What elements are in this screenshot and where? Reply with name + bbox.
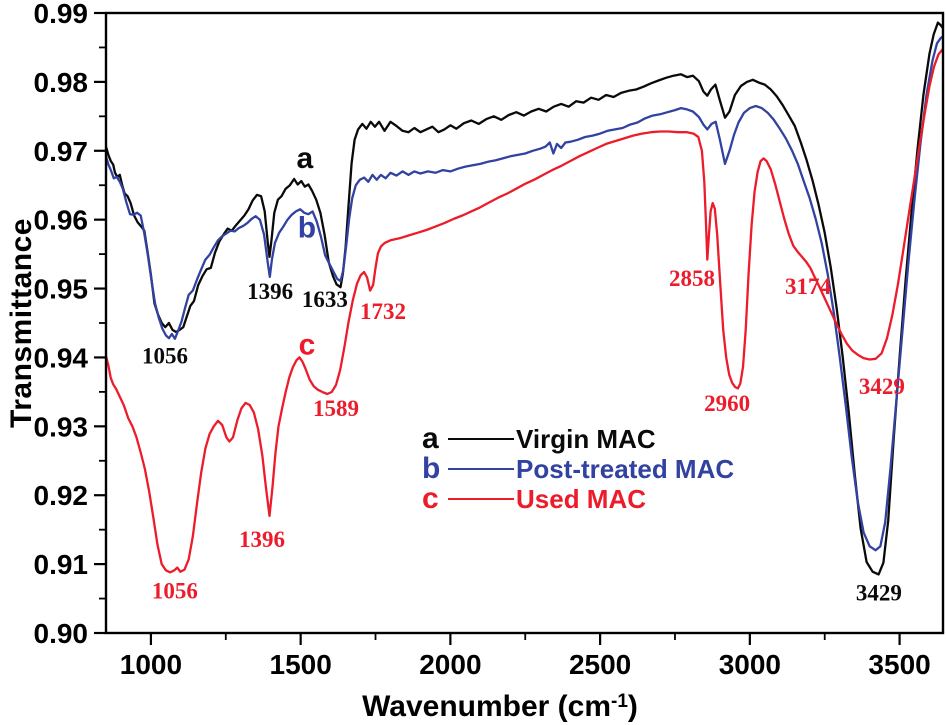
legend-label-virgin-mac: Virgin MAC — [516, 424, 656, 454]
peak-label-1056: 1056 — [152, 579, 198, 604]
legend-letter-c: c — [422, 482, 439, 515]
y-tick-label: 0.93 — [34, 411, 89, 442]
peak-label-3429: 3429 — [856, 581, 902, 606]
x-tick-label: 1000 — [120, 649, 182, 680]
axis-ticks — [94, 11, 901, 645]
y-tick-label: 0.98 — [34, 67, 89, 98]
legend: a Virgin MAC b Post-treated MAC c Used M… — [422, 422, 735, 515]
x-axis-title: Wavenumber (cm-1) — [362, 690, 638, 724]
y-tick-label: 0.91 — [34, 549, 89, 580]
legend-label-post-treated-mac: Post-treated MAC — [516, 454, 735, 484]
y-tick-label: 0.96 — [34, 205, 89, 236]
curve-b-post-treated-mac — [106, 35, 943, 552]
peak-label-1589: 1589 — [313, 396, 359, 421]
x-axis-title-text: Wavenumber (cm — [362, 690, 612, 723]
legend-line-sample-a — [448, 438, 514, 440]
peak-label-1633: 1633 — [302, 287, 348, 312]
x-tick-label: 2500 — [569, 649, 631, 680]
x-axis-title-superscript: -1 — [611, 691, 628, 712]
peak-label-1732: 1732 — [360, 299, 406, 324]
x-axis-title-close: ) — [627, 690, 638, 723]
curve-letter-b: b — [298, 212, 316, 245]
x-tick-label: 1500 — [270, 649, 332, 680]
legend-row-used-mac: c Used MAC — [422, 482, 734, 515]
legend-label-used-mac: Used MAC — [516, 484, 647, 514]
peak-label-3429: 3429 — [859, 374, 905, 399]
x-tick-label: 2000 — [419, 649, 481, 680]
peak-label-3174: 3174 — [785, 274, 832, 299]
peak-label-2858: 2858 — [669, 266, 715, 291]
legend-letter-b: b — [422, 452, 441, 485]
y-tick-label: 0.94 — [34, 342, 89, 373]
curve-letter-c: c — [299, 329, 316, 362]
peak-label-1396: 1396 — [239, 527, 285, 552]
y-tick-label: 0.90 — [34, 618, 89, 649]
legend-line-sample-c — [448, 498, 514, 500]
axis-tick-labels: 1000 1500 2000 2500 3000 3500 0.90 0.91 0.92 0.93… — [34, 0, 931, 680]
plot-border — [104, 11, 945, 635]
x-tick-label: 3000 — [719, 649, 781, 680]
legend-row-post-treated-mac: b Post-treated MAC — [422, 452, 735, 485]
y-tick-label: 0.95 — [34, 274, 89, 305]
legend-line-sample-b — [448, 468, 514, 470]
y-tick-label: 0.99 — [34, 0, 89, 29]
y-axis-title: Transmittance — [5, 218, 38, 428]
y-tick-label: 0.92 — [34, 480, 89, 511]
x-tick-label: 3500 — [868, 649, 930, 680]
peak-label-1056: 1056 — [142, 344, 188, 369]
y-tick-label: 0.97 — [34, 136, 89, 167]
legend-row-virgin-mac: a Virgin MAC — [422, 422, 734, 455]
spectra-curves — [106, 21, 943, 576]
curve-c-used-mac — [106, 47, 943, 574]
legend-letter-a: a — [422, 422, 439, 455]
curve-a-virgin-mac — [106, 21, 943, 576]
curve-letter-a: a — [296, 142, 313, 175]
peak-label-1396: 1396 — [247, 279, 293, 304]
peak-label-2960: 2960 — [704, 391, 750, 416]
